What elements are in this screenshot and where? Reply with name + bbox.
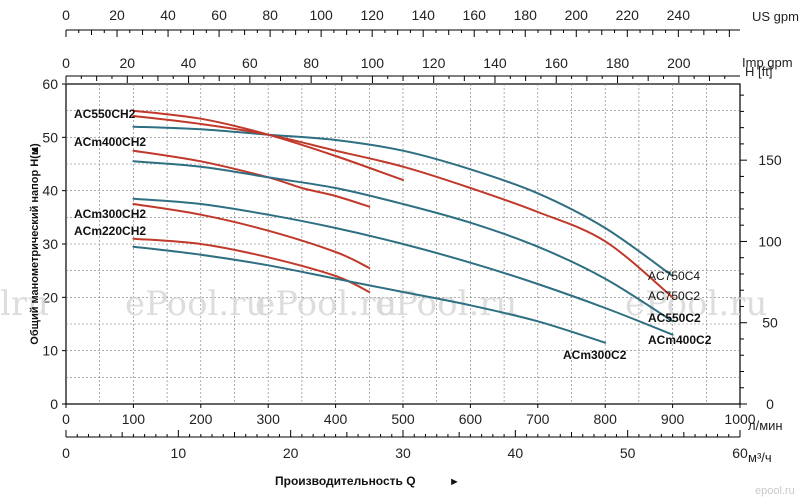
ft-tick-label: 150 <box>758 152 782 168</box>
lmin-tick-label: 900 <box>661 411 685 427</box>
series-label-acm400ch2: ACm400CH2 <box>74 135 146 149</box>
series-line-acm400c2 <box>132 197 674 336</box>
lmin-tick-label: 500 <box>391 411 415 427</box>
series-label-acm220ch2: ACm220CH2 <box>74 224 146 238</box>
imp-tick-label: 160 <box>545 55 569 71</box>
us-tick-label: 180 <box>514 7 538 23</box>
us-tick-label: 80 <box>262 7 278 23</box>
lmin-tick-label: 100 <box>122 411 146 427</box>
us-tick-label: 0 <box>62 7 70 23</box>
footer-mark: epool.ru <box>755 485 795 497</box>
us-tick-label: 20 <box>109 7 125 23</box>
m3h-tick-label: 30 <box>395 445 411 461</box>
us-tick-label: 160 <box>463 7 487 23</box>
lmin-tick-label: 800 <box>594 411 618 427</box>
watermark: ePool.ru <box>255 284 397 324</box>
watermark: ePool.ru <box>125 284 267 324</box>
m3h-tick-label: 60 <box>732 445 748 461</box>
imp-tick-label: 120 <box>422 55 446 71</box>
imp-tick-label: 200 <box>667 55 691 71</box>
series-line-acm300c2 <box>132 245 607 344</box>
y-axis-title: Общий манометрический напор H(м) <box>29 143 41 345</box>
ft-tick-label: 100 <box>758 233 782 249</box>
watermark: lru <box>0 284 49 324</box>
y-axis-arrow-icon: ▲ <box>29 145 41 156</box>
us-tick-label: 100 <box>309 7 333 23</box>
right-axis-title: H [ft] <box>745 64 772 79</box>
us-tick-label: 60 <box>211 7 227 23</box>
series-label-acm400c2: ACm400C2 <box>648 333 712 347</box>
ft-tick-label: 0 <box>766 396 774 412</box>
x-axis-arrow-icon: ► <box>449 476 460 488</box>
series-lines <box>132 109 674 344</box>
m3h-unit-label: м³/ч <box>748 450 772 465</box>
lmin-unit-label: л/мин <box>748 418 783 433</box>
lmin-tick-label: 700 <box>526 411 550 427</box>
imp-tick-label: 180 <box>606 55 630 71</box>
series-label-ac750c4: AC750C4 <box>648 269 700 283</box>
imp-tick-label: 60 <box>242 55 258 71</box>
series-label-ac550c2: AC550C2 <box>648 311 701 325</box>
lmin-tick-label: 0 <box>62 411 70 427</box>
y-tick-label: 30 <box>42 236 58 252</box>
ft-axis-title: H [ft] <box>745 64 772 79</box>
m3h-tick-label: 20 <box>283 445 299 461</box>
m3h-tick-label: 50 <box>620 445 636 461</box>
series-line-acm300ch2 <box>132 203 371 269</box>
series-labels: AC550CH2 ACm400CH2 ACm300CH2 ACm220CH2 A… <box>74 107 712 362</box>
y-tick-label: 60 <box>42 76 58 92</box>
x-axis-title: Производительность Q <box>275 474 416 488</box>
us-tick-label: 40 <box>160 7 176 23</box>
us-gpm-unit-label: US gpm <box>752 9 799 24</box>
y-tick-label: 50 <box>42 129 58 145</box>
imp-tick-label: 100 <box>361 55 385 71</box>
us-tick-label: 220 <box>616 7 640 23</box>
imp-tick-label: 20 <box>119 55 135 71</box>
y-tick-label: 0 <box>50 396 58 412</box>
m3h-tick-label: 10 <box>171 445 187 461</box>
us-tick-label: 140 <box>412 7 436 23</box>
us-tick-label: 240 <box>667 7 691 23</box>
imp-gpm-unit-label: Imp gpm <box>742 55 793 70</box>
imp-tick-label: 140 <box>483 55 507 71</box>
imp-tick-label: 40 <box>181 55 197 71</box>
series-label-ac750c2: AC750C2 <box>648 289 700 303</box>
lmin-tick-label: 200 <box>189 411 213 427</box>
us-tick-label: 200 <box>565 7 589 23</box>
imp-tick-label: 80 <box>303 55 319 71</box>
ft-tick-label: 50 <box>762 315 778 331</box>
y-tick-label: 40 <box>42 183 58 199</box>
lmin-tick-label: 1000 <box>724 411 755 427</box>
lmin-tick-label: 400 <box>324 411 348 427</box>
y-tick-label: 10 <box>42 343 58 359</box>
series-label-ac550ch2: AC550CH2 <box>74 107 136 121</box>
watermark: ePool.ru <box>625 284 767 324</box>
lmin-tick-label: 300 <box>257 411 281 427</box>
series-label-acm300ch2: ACm300CH2 <box>74 207 146 221</box>
series-label-acm300c2: ACm300C2 <box>563 348 627 362</box>
us-tick-label: 120 <box>360 7 384 23</box>
series-line-ac750c2 <box>132 115 674 299</box>
series-line-ac750c4 <box>132 125 674 277</box>
lmin-tick-label: 600 <box>459 411 483 427</box>
series-line-ac550c2 <box>132 160 674 323</box>
series-line-acm400ch2 <box>132 149 371 208</box>
m3h-tick-label: 0 <box>62 445 70 461</box>
imp-tick-label: 0 <box>62 55 70 71</box>
m3h-tick-label: 40 <box>508 445 524 461</box>
y-tick-label: 20 <box>42 289 58 305</box>
